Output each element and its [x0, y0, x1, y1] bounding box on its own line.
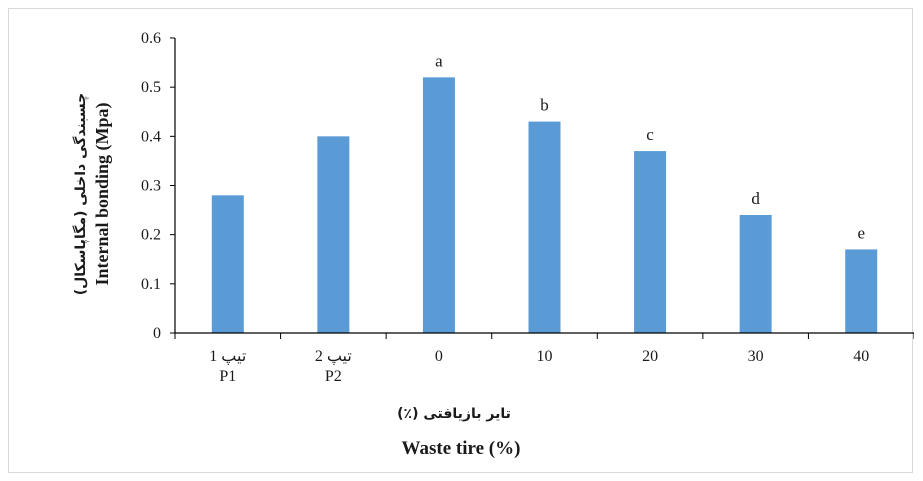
x-tick-label: 10: [537, 348, 553, 365]
bar: [528, 121, 561, 333]
y-tick-label: 0.1: [141, 276, 161, 293]
x-tick-label: تیپ 1: [209, 348, 246, 365]
x-axis-label-persian: تایر بازیافتی (٪): [397, 406, 511, 422]
y-axis: 0 0.1 0.2 0.3 0.4 0.5 0.6: [141, 30, 176, 342]
x-axis-label-english: Waste tire (%): [402, 438, 521, 459]
bars: [211, 77, 878, 333]
y-tick-label: 0.4: [141, 128, 161, 145]
bar-significance-label: e: [857, 223, 865, 242]
bar: [422, 77, 455, 333]
x-tick-label-sub: P2: [325, 368, 342, 385]
y-tick-label: 0.3: [141, 178, 161, 195]
y-tick-label: 0: [153, 325, 161, 342]
bar: [634, 151, 667, 333]
bar-significance-label: d: [751, 189, 760, 208]
bar-significance-label: a: [435, 51, 443, 70]
x-tick-label-sub: P1: [219, 368, 236, 385]
x-tick-label: 30: [748, 348, 764, 365]
x-tick-label: 40: [853, 348, 869, 365]
bar: [739, 215, 772, 333]
chart-frame: 0 0.1 0.2 0.3 0.4 0.5 0.6 a b c d e تیپ 1 P1 تیپ 2 P2…: [8, 8, 914, 473]
bar-significance-label: c: [646, 125, 654, 144]
y-tick-label: 0.6: [141, 30, 161, 47]
x-tick-label: تیپ 2: [315, 348, 352, 365]
bar: [845, 249, 878, 333]
x-tick-label: 0: [435, 348, 443, 365]
bar-labels: a b c d e: [435, 51, 865, 242]
bar: [317, 136, 350, 333]
bar: [211, 195, 244, 333]
y-tick-label: 0.5: [141, 79, 161, 96]
y-tick-label: 0.2: [141, 227, 161, 244]
bar-significance-label: b: [540, 96, 549, 115]
y-axis-label-english: Internal bonding (Mpa): [92, 102, 113, 285]
x-tick-label: 20: [642, 348, 658, 365]
y-axis-label-persian: چسبندگی داخلی (مگاپاسکال): [72, 93, 89, 296]
bar-chart: 0 0.1 0.2 0.3 0.4 0.5 0.6 a b c d e تیپ 1 P1 تیپ 2 P2…: [72, 30, 914, 459]
x-axis: تیپ 1 P1 تیپ 2 P2 0 10 20 30 40: [174, 332, 914, 385]
